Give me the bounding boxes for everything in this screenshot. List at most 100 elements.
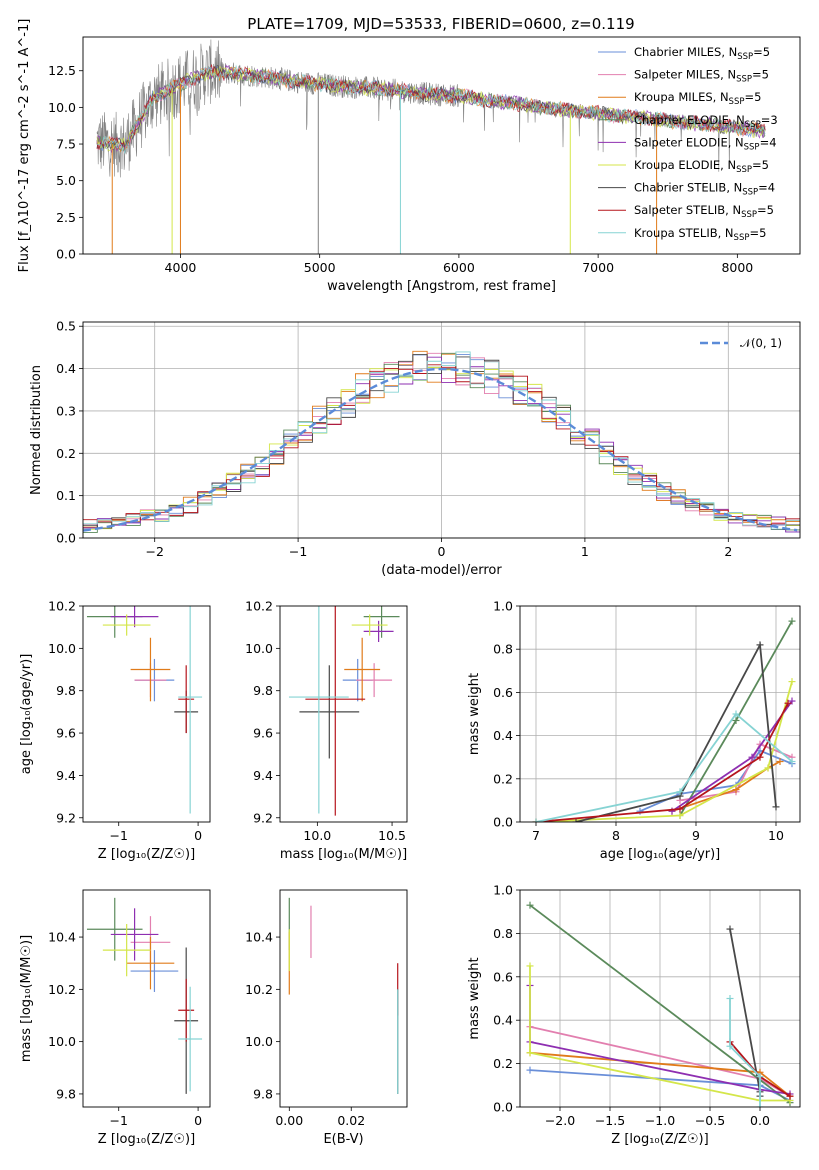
x-axis-label: E(B-V) [323,1132,363,1147]
plus-marker [676,812,684,820]
x-tick-label: 0 [194,1113,202,1128]
y-tick-label: 0.0 [493,1100,513,1115]
axes-frame [279,889,408,1108]
y-tick-label: 0.2 [493,771,513,786]
axes-frame [82,36,801,255]
y-tick-label: 10.0 [48,641,76,656]
errorbar-point [351,614,388,636]
axes-frame [519,889,801,1108]
panel-age-mass: 10.0 10.5 9.2 9.4 9.6 9.8 10.0 10.2 mass [log₁₀(… [245,599,408,862]
errorbar-point [363,620,394,642]
y-axis-label: Normed distribution [29,365,44,495]
y-tick-label: 10.2 [48,982,76,997]
y-tick-label: 0.6 [493,969,513,984]
errorbar-point [178,978,195,1042]
y-tick-label: 0.1 [56,488,76,503]
errorbar-point [126,937,175,990]
y-tick-label: 9.8 [56,683,76,698]
y-tick-label: 10.2 [245,982,273,997]
model-line [96,64,766,154]
y-tick-label: 2.5 [56,210,76,225]
errorbar-point [178,986,203,1092]
legend-label: Chabrier ELODIE, NSSP=3 [634,113,778,130]
plus-marker [726,925,734,933]
x-tick-label: −1.5 [595,1113,625,1128]
errorbar-point [178,606,203,814]
y-tick-label: 0.2 [56,446,76,461]
plus-marker [764,764,772,772]
mass-weight-line [535,712,793,822]
x-axis-label: Z [log₁₀(Z/Z☉)] [98,1132,195,1147]
y-tick-label: 10.2 [48,599,76,614]
model-line [96,66,766,152]
errorbar-point [102,614,151,636]
errorbar-point [110,908,159,961]
panel-mass-z: −1 0 9.8 10.0 10.2 10.4 Z [log₁₀(Z/Z☉)] mass [l… [19,889,211,1147]
y-tick-label: 10.2 [245,599,273,614]
mass-weight-line [679,743,793,802]
plus-marker [756,1073,764,1081]
x-tick-label: 10.5 [378,828,406,843]
x-tick-label: 0 [194,828,202,843]
legend-label: Salpeter STELIB, NSSP=5 [634,203,774,220]
plus-marker [788,697,796,705]
axes-frame [82,605,211,823]
y-tick-label: 10.4 [48,930,76,945]
plus-marker [786,1092,794,1100]
y-tick-label: 10.0 [48,100,76,115]
plus-marker [636,807,644,815]
x-tick-label: −2 [145,544,163,559]
x-tick-label: −2.0 [545,1113,575,1128]
histogram-step [83,351,800,530]
x-tick-label: 8000 [721,260,753,275]
plus-marker [526,1066,534,1074]
errorbar-point [288,606,349,814]
y-tick-label: 0.0 [493,815,513,830]
panel-spectrum: 4000 5000 6000 7000 8000 0.0 2.5 5.0 7.5 10.0 12.5… [17,19,801,294]
y-tick-label: 12.5 [48,63,76,78]
x-axis-label: Z [log₁₀(Z/Z☉)] [98,847,195,862]
x-tick-label: 8 [612,828,620,843]
axes-frame [279,605,408,823]
plot-area-massweight-z [520,890,800,1107]
y-tick-label: 0.2 [493,1056,513,1071]
y-tick-label: 10.4 [245,930,273,945]
plus-marker [732,716,740,724]
mass-weight-line [671,760,781,813]
y-tick-label: 1.0 [493,883,513,898]
x-tick-label: 4000 [165,260,197,275]
plus-marker [788,758,796,766]
y-tick-label: 10.0 [245,1034,273,1049]
x-tick-label: −1 [289,544,307,559]
plus-marker [732,710,740,718]
axes-frame [82,321,801,539]
mass-weight-line [535,681,793,822]
y-tick-label: 7.5 [56,137,76,152]
legend-label: Kroupa MILES, NSSP=5 [634,90,761,107]
y-axis-label: Flux [f_λ10^-17 erg cm^-2 s^-1 A^-1] [17,19,32,273]
panel-residuals: −2 −1 0 1 2 0.0 0.1 0.2 0.3 0.4 0.5 (data-model)/er… [29,319,801,578]
mass-weight-line [529,904,791,1104]
x-tick-label: 7000 [582,260,614,275]
x-axis-label: mass [log₁₀(M/M☉)] [280,847,407,862]
y-tick-label: 0.8 [493,642,513,657]
figure-title: PLATE=1709, MJD=53533, FIBERID=0600, z=0… [247,15,634,33]
legend-label: 𝒩(0, 1) [740,336,782,350]
y-axis-label: mass weight [467,673,482,755]
x-tick-label: 10.0 [303,828,331,843]
y-tick-label: 10.0 [245,641,273,656]
x-axis-label: wavelength [Angstrom, rest frame] [327,279,556,294]
y-tick-label: 9.4 [253,768,273,783]
x-tick-label: 0.0 [750,1113,770,1128]
y-tick-label: 9.8 [253,1086,273,1101]
y-tick-label: 0.0 [56,531,76,546]
y-tick-label: 10.0 [48,1034,76,1049]
plot-area-age-z [86,606,203,814]
x-tick-label: 5000 [304,260,336,275]
x-tick-label: −1 [110,1113,128,1128]
plus-marker [526,962,534,970]
plus-marker [756,753,764,761]
x-tick-label: 2 [724,544,732,559]
x-tick-label: 6000 [443,260,475,275]
